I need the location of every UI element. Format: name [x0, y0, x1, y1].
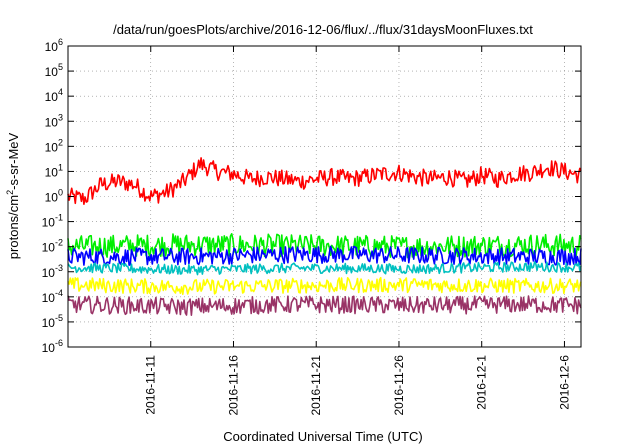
x-tick-label: 2016-11-21	[309, 355, 323, 416]
x-tick-label: 2016-11-16	[226, 355, 240, 416]
chart-title: /data/run/goesPlots/archive/2016-12-06/f…	[113, 22, 533, 37]
y-tick-label: 106	[45, 37, 63, 54]
series-line-2	[67, 245, 582, 266]
series-line-1	[67, 233, 582, 259]
y-tick-label: 105	[45, 62, 63, 79]
y-axis-ticks: 10-6 10-5 10-4 10-3 10-2 10-1 100 101 102 103 104 1…	[42, 37, 581, 355]
series-layer	[67, 157, 582, 316]
y-tick-label: 104	[45, 87, 63, 104]
y-tick-label: 10-6	[42, 338, 63, 355]
x-axis-ticks: 2016-11-11 2016-11-16 2016-11-21 2016-11-26…	[144, 46, 571, 416]
series-line-3	[67, 261, 582, 276]
y-tick-label: 100	[45, 188, 63, 205]
y-tick-label: 10-1	[42, 213, 63, 230]
y-tick-label: 10-5	[42, 313, 63, 330]
y-tick-label: 101	[45, 162, 63, 179]
series-line-4	[67, 276, 582, 295]
y-tick-label: 10-4	[42, 288, 63, 305]
x-axis-label: Coordinated Universal Time (UTC)	[223, 429, 422, 444]
y-tick-label: 102	[45, 137, 63, 154]
y-tick-label: 103	[45, 112, 63, 129]
x-tick-label: 2016-12-1	[475, 355, 489, 410]
y-tick-label: 10-2	[42, 238, 63, 255]
series-line-5	[67, 295, 582, 316]
x-tick-label: 2016-11-11	[144, 355, 158, 415]
x-tick-label: 2016-11-26	[392, 355, 406, 416]
series-line-0	[67, 157, 582, 205]
y-axis-label: protons/cm2-s-sr-MeV	[5, 132, 21, 259]
y-tick-label: 10-3	[42, 263, 63, 280]
x-tick-label: 2016-12-6	[557, 355, 571, 410]
